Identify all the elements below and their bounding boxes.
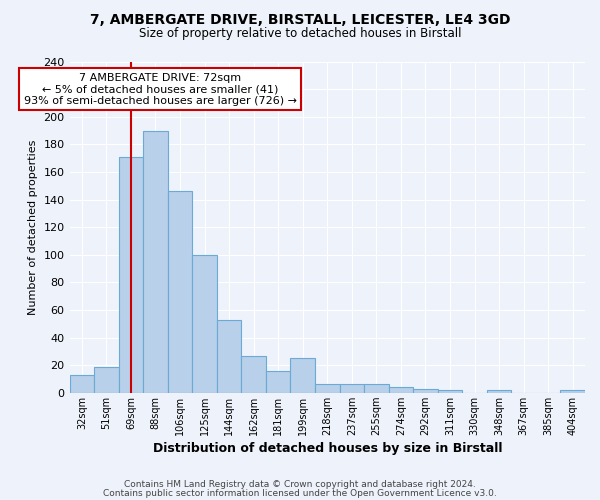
Text: Size of property relative to detached houses in Birstall: Size of property relative to detached ho… [139, 28, 461, 40]
Bar [560, 390, 585, 393]
Bar [94, 366, 119, 393]
X-axis label: Distribution of detached houses by size in Birstall: Distribution of detached houses by size … [152, 442, 502, 455]
Bar [340, 384, 364, 393]
Bar [315, 384, 340, 393]
Bar [487, 390, 511, 393]
Bar [217, 320, 241, 393]
Bar [119, 156, 143, 393]
Text: 7 AMBERGATE DRIVE: 72sqm
← 5% of detached houses are smaller (41)
93% of semi-de: 7 AMBERGATE DRIVE: 72sqm ← 5% of detache… [24, 72, 297, 106]
Text: Contains public sector information licensed under the Open Government Licence v3: Contains public sector information licen… [103, 488, 497, 498]
Text: 7, AMBERGATE DRIVE, BIRSTALL, LEICESTER, LE4 3GD: 7, AMBERGATE DRIVE, BIRSTALL, LEICESTER,… [90, 12, 510, 26]
Bar [413, 388, 438, 393]
Text: Contains HM Land Registry data © Crown copyright and database right 2024.: Contains HM Land Registry data © Crown c… [124, 480, 476, 489]
Bar [290, 358, 315, 393]
Bar [438, 390, 462, 393]
Y-axis label: Number of detached properties: Number of detached properties [28, 140, 38, 315]
Bar [192, 254, 217, 393]
Bar [70, 375, 94, 393]
Bar [168, 192, 192, 393]
Bar [389, 388, 413, 393]
Bar [241, 356, 266, 393]
Bar [143, 130, 168, 393]
Bar [364, 384, 389, 393]
Bar [266, 370, 290, 393]
